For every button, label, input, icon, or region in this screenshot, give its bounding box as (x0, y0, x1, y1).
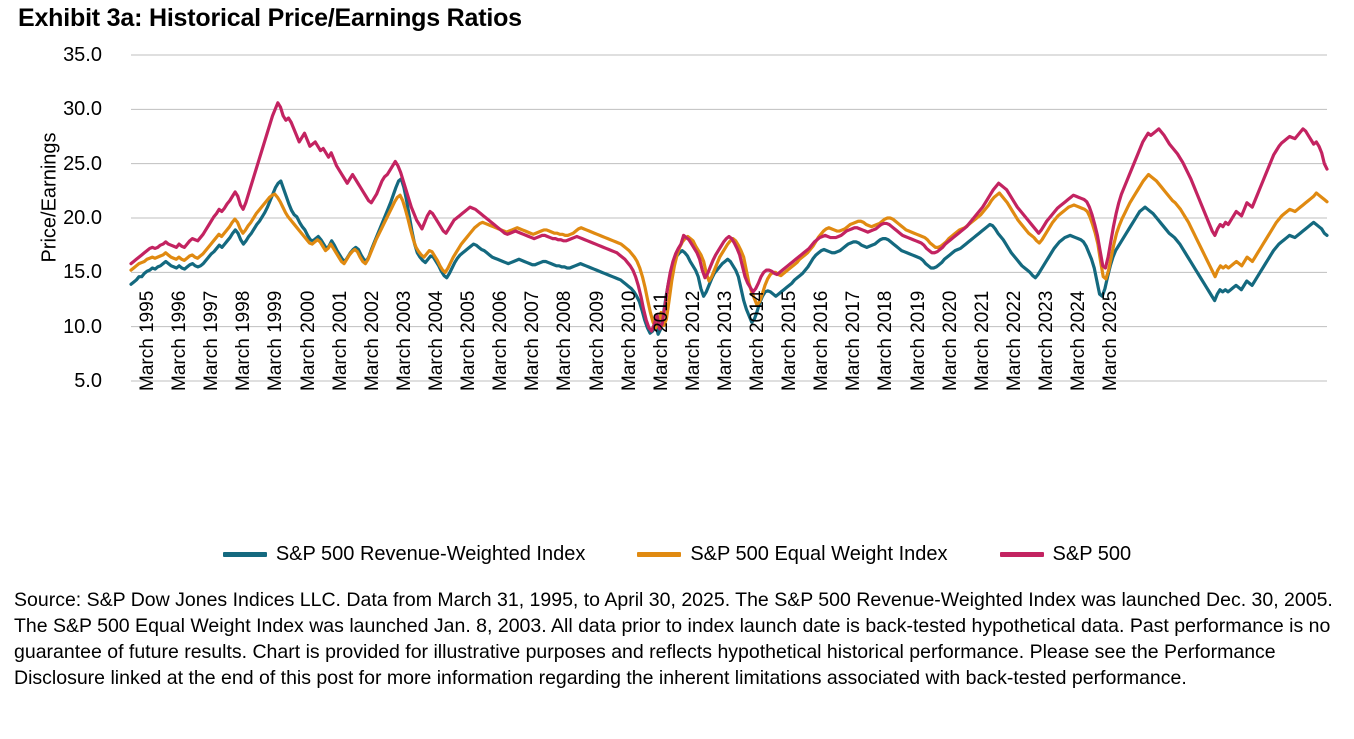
x-tick-label: March 2012 (682, 290, 704, 391)
y-tick-label: 5.0 (74, 370, 102, 392)
legend-item-2[interactable]: S&P 500 (999, 542, 1132, 566)
x-tick-label: March 2009 (586, 290, 608, 391)
x-tick-label: March 2008 (554, 290, 576, 391)
chart-legend: S&P 500 Revenue-Weighted Index S&P 500 Eq… (0, 540, 1354, 568)
x-tick-label: March 2004 (425, 290, 447, 391)
x-tick-label: March 2015 (779, 290, 801, 391)
x-tick-label: March 1997 (201, 290, 223, 391)
x-tick-label: March 2025 (1100, 290, 1122, 391)
x-tick-label: March 2022 (1003, 290, 1025, 391)
x-tick-label: March 2024 (1068, 290, 1090, 391)
legend-label: S&P 500 (1052, 542, 1132, 565)
y-tick-label: 15.0 (63, 261, 102, 284)
x-tick-label: March 2000 (297, 290, 319, 391)
x-tick-label: March 1999 (265, 290, 287, 391)
x-axis-ticks: March 1995 March 1996 March 1997 March 1998… (0, 36, 1354, 536)
legend-item-0[interactable]: S&P 500 Revenue-Weighted Index (222, 542, 586, 566)
x-tick-label: March 2021 (971, 290, 993, 391)
y-tick-label: 20.0 (63, 207, 102, 229)
x-tick-label: March 2011 (650, 292, 672, 391)
y-tick-label: 10.0 (63, 315, 102, 338)
legend-swatch-icon (222, 551, 267, 557)
y-tick-label: 35.0 (63, 44, 102, 66)
x-tick-label: March 2018 (875, 290, 897, 391)
page-title: Exhibit 3a: Historical Price/Earnings Ra… (18, 4, 522, 32)
x-tick-label: March 2010 (618, 290, 640, 391)
x-tick-label: March 2006 (490, 290, 512, 391)
series-line-1 (129, 172, 1329, 330)
x-tick-label: March 2013 (714, 290, 736, 391)
chart-plot-area: Price/Earnings 35.0 30.0 25.0 20.0 15.0 10.0 5… (0, 36, 1354, 536)
legend-label: S&P 500 Equal Weight Index (690, 542, 948, 565)
x-tick-label: March 2007 (522, 290, 544, 391)
line-chart-svg (129, 54, 1329, 382)
x-tick-label: March 2016 (811, 290, 833, 391)
x-tick-label: March 2023 (1036, 290, 1057, 391)
legend-label: S&P 500 Revenue-Weighted Index (275, 542, 586, 565)
source-note: Source: S&P Dow Jones Indices LLC. Data … (14, 589, 1333, 689)
x-tick-label: March 2002 (361, 290, 383, 391)
x-tick-label: March 1996 (169, 290, 191, 391)
legend-item-1[interactable]: S&P 500 Equal Weight Index (637, 542, 948, 566)
x-tick-label: March 2005 (458, 290, 480, 391)
series-line-2 (129, 101, 1329, 333)
x-tick-label: March 1995 (137, 290, 158, 391)
y-tick-label: 30.0 (63, 98, 102, 121)
x-tick-label: March 1998 (233, 290, 255, 391)
y-tick-label: 25.0 (63, 152, 102, 175)
legend-swatch-icon (637, 551, 682, 557)
x-tick-label: March 2001 (329, 290, 351, 391)
x-tick-label: March 2014 (747, 290, 769, 391)
x-tick-label: March 2019 (907, 290, 929, 391)
legend-swatch-icon (999, 551, 1044, 557)
x-tick-label: March 2003 (393, 290, 415, 391)
y-axis-ticks: 35.0 30.0 25.0 20.0 15.0 10.0 5.0 (0, 36, 102, 436)
x-tick-label: March 2020 (939, 290, 961, 391)
x-tick-label: March 2017 (843, 290, 865, 391)
